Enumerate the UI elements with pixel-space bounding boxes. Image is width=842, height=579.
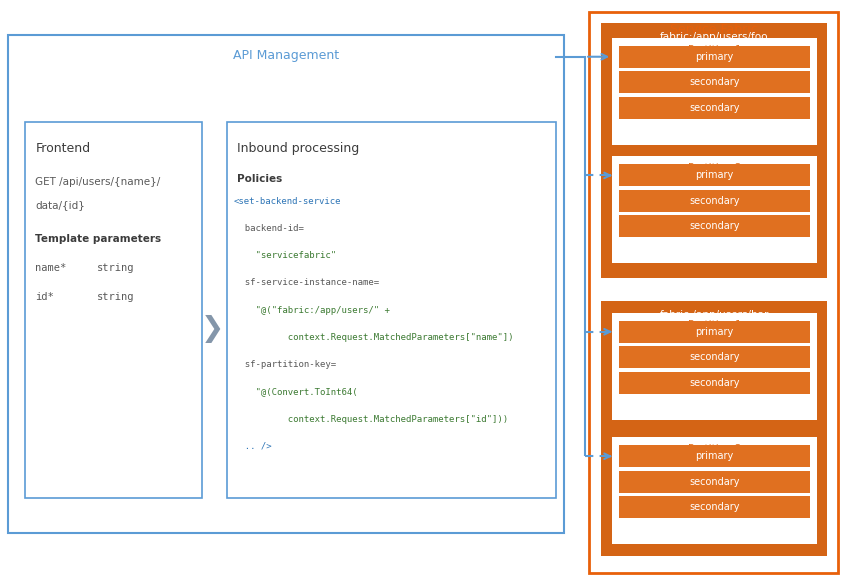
Text: Service Fabric: Service Fabric [669, 23, 758, 36]
Text: string: string [97, 292, 135, 302]
Text: secondary: secondary [690, 196, 739, 206]
Text: sf-service-instance-name=: sf-service-instance-name= [234, 278, 379, 288]
FancyBboxPatch shape [589, 12, 838, 573]
Text: "servicefabric": "servicefabric" [234, 251, 336, 261]
FancyBboxPatch shape [612, 38, 817, 145]
FancyBboxPatch shape [619, 496, 810, 518]
Text: Inbound processing: Inbound processing [237, 142, 360, 155]
Text: Partition 1: Partition 1 [688, 45, 741, 54]
FancyBboxPatch shape [619, 321, 810, 343]
Text: primary: primary [695, 52, 733, 62]
Text: name*: name* [35, 263, 67, 273]
Text: GET /api/users/{name}/: GET /api/users/{name}/ [35, 177, 161, 186]
Text: secondary: secondary [690, 352, 739, 362]
Text: string: string [97, 263, 135, 273]
FancyBboxPatch shape [619, 445, 810, 467]
Text: secondary: secondary [690, 102, 739, 113]
Text: fabric:/app/users/bar
(stateful): fabric:/app/users/bar (stateful) [659, 310, 769, 332]
Text: context.Request.MatchedParameters["name"]): context.Request.MatchedParameters["name"… [234, 333, 514, 342]
FancyBboxPatch shape [619, 471, 810, 493]
Text: "@("fabric:/app/users/" +: "@("fabric:/app/users/" + [234, 306, 390, 315]
Text: context.Request.MatchedParameters["id"])): context.Request.MatchedParameters["id"])… [234, 415, 509, 424]
Text: id*: id* [35, 292, 54, 302]
Text: Partition 2: Partition 2 [688, 444, 741, 454]
Text: Policies: Policies [237, 174, 283, 184]
Text: <set-backend-service: <set-backend-service [234, 197, 342, 206]
Text: "@(Convert.ToInt64(: "@(Convert.ToInt64( [234, 387, 358, 397]
Text: primary: primary [695, 451, 733, 461]
FancyBboxPatch shape [601, 301, 827, 556]
Text: primary: primary [695, 327, 733, 337]
Text: secondary: secondary [690, 378, 739, 388]
Text: Frontend: Frontend [35, 142, 90, 155]
Text: secondary: secondary [690, 221, 739, 232]
FancyBboxPatch shape [612, 313, 817, 420]
Text: Partition 2: Partition 2 [688, 163, 741, 173]
Text: fabric:/app/users/foo
(stateful): fabric:/app/users/foo (stateful) [660, 32, 768, 54]
Text: API Management: API Management [233, 49, 339, 62]
FancyBboxPatch shape [619, 46, 810, 68]
FancyBboxPatch shape [619, 97, 810, 119]
FancyBboxPatch shape [619, 71, 810, 93]
FancyBboxPatch shape [619, 164, 810, 186]
Text: sf-partition-key=: sf-partition-key= [234, 360, 336, 369]
Text: secondary: secondary [690, 77, 739, 87]
FancyBboxPatch shape [619, 346, 810, 368]
FancyBboxPatch shape [619, 372, 810, 394]
Text: data/{id}: data/{id} [35, 200, 85, 210]
FancyBboxPatch shape [619, 190, 810, 212]
FancyBboxPatch shape [227, 122, 556, 498]
Text: secondary: secondary [690, 477, 739, 487]
Text: secondary: secondary [690, 502, 739, 512]
Text: Partition 1: Partition 1 [688, 320, 741, 329]
FancyBboxPatch shape [612, 437, 817, 544]
FancyBboxPatch shape [8, 35, 564, 533]
Text: Template parameters: Template parameters [35, 234, 162, 244]
FancyBboxPatch shape [619, 215, 810, 237]
Text: primary: primary [695, 170, 733, 181]
FancyBboxPatch shape [25, 122, 202, 498]
FancyBboxPatch shape [601, 23, 827, 278]
Text: ❯: ❯ [200, 314, 224, 343]
Text: .. />: .. /> [234, 442, 272, 451]
Text: backend-id=: backend-id= [234, 224, 304, 233]
FancyBboxPatch shape [612, 156, 817, 263]
